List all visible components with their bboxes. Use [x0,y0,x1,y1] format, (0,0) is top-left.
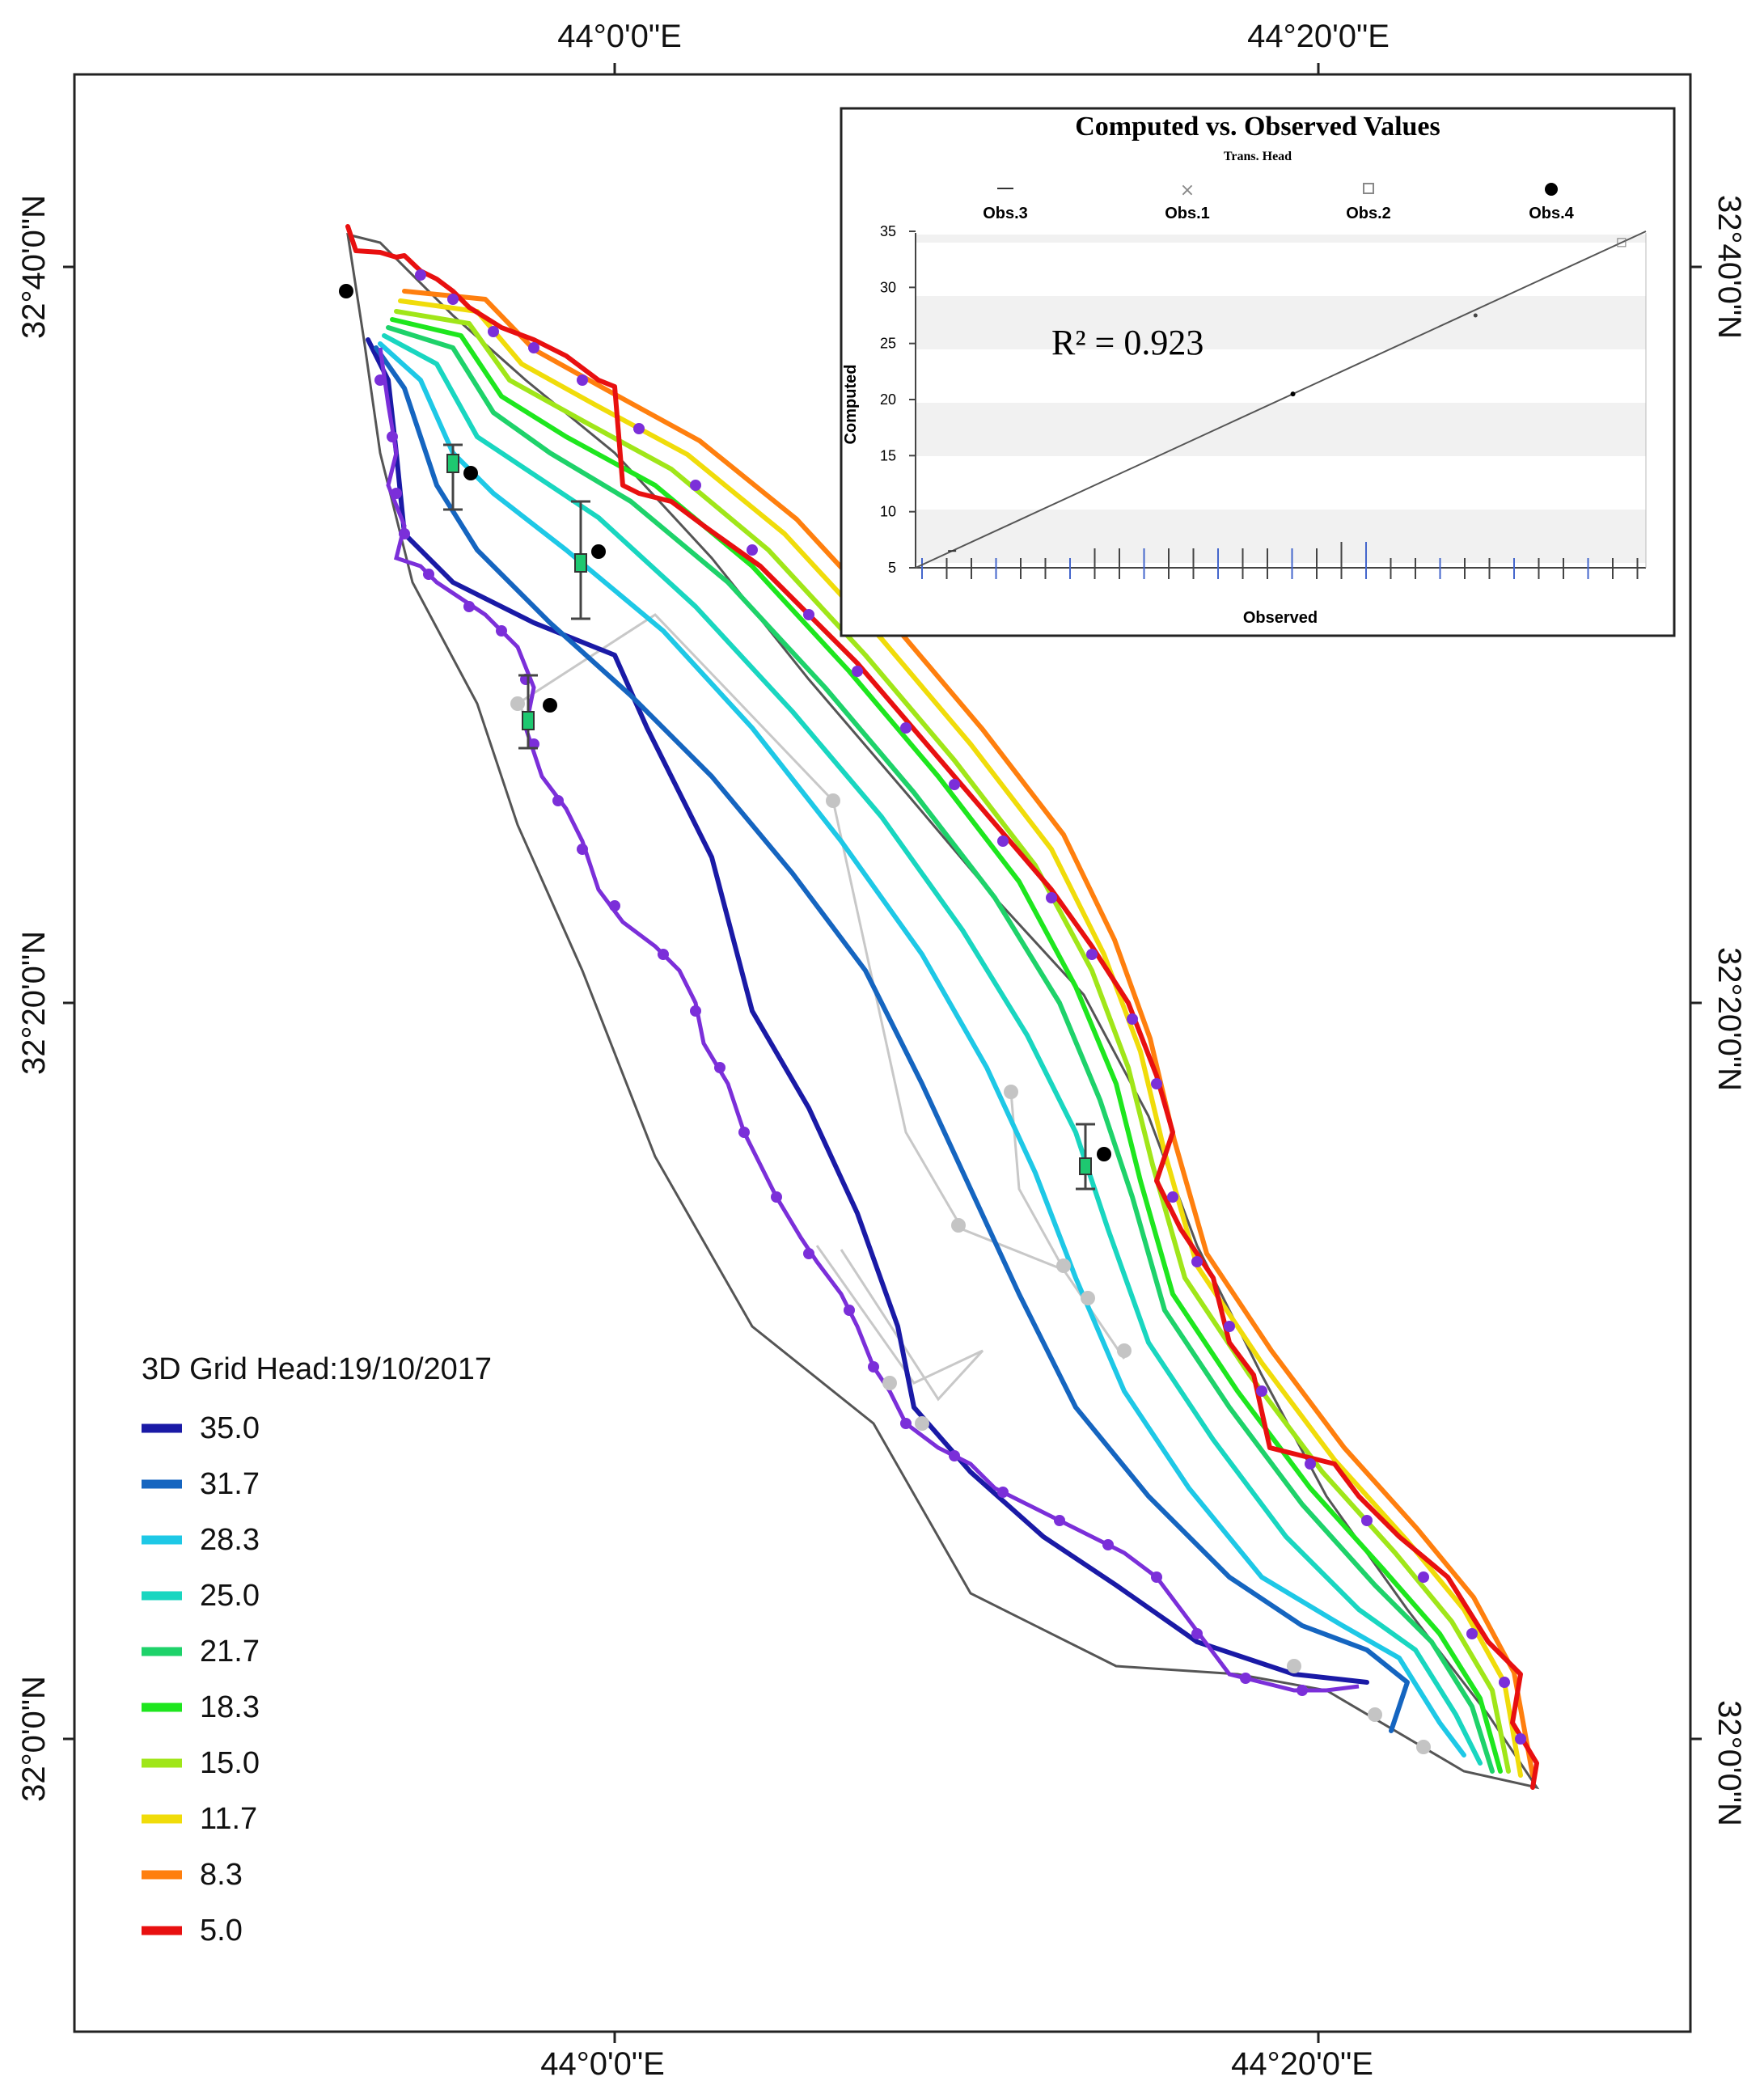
obs1-marker: × [1180,180,1195,201]
legend-value-35.0: 35.0 [200,1411,260,1445]
top-lon-label-1: 44°0'0"E [557,19,682,54]
contour-18.3 [390,317,1503,1774]
legend-value-5.0: 5.0 [200,1914,243,1948]
obs1-label: Obs.1 [1165,205,1210,222]
contour-31.7 [374,345,1410,1733]
top-lon-label-2: 44°20'0"E [1247,19,1390,54]
left-lat-label-2: 32°20'0"N [16,931,52,1075]
boundary-markers-west [378,347,1360,1693]
y-tick-label: 5 [888,560,896,576]
y-tick-label: 25 [880,336,896,352]
data-point-obs4 [1290,391,1296,397]
head-contours [345,224,1539,1790]
contour-8.3 [402,289,1535,1778]
inset-points [948,238,1627,552]
x-axis-label: Observed [1243,609,1318,627]
obs4-marker [1545,183,1558,196]
right-lat-label-1: 32°40'0"N [1711,195,1747,339]
legend-value-21.7: 21.7 [200,1635,260,1669]
inset-legend: Obs.3 × Obs.1 Obs.2 Obs.4 [983,180,1574,222]
y-tick-label: 15 [880,447,896,463]
contour-5.0 [345,224,1539,1790]
left-lat-label-3: 32°0'0"N [16,1676,52,1802]
contour-35.0 [366,337,1369,1685]
domain-outline [346,232,1540,1790]
y-axis-label: Computed [842,365,860,445]
map-frame [73,73,1692,2033]
right-lat-label-2: 32°20'0"N [1711,947,1747,1091]
legend-value-31.7: 31.7 [200,1467,260,1501]
legend-value-15.0: 15.0 [200,1746,260,1780]
inset-chart: Computed vs. Observed Values Trans. Head… [840,107,1676,637]
obs-well-2[interactable] [571,500,606,620]
y-tick-label: 30 [880,279,896,295]
legend-value-18.3: 18.3 [200,1690,260,1724]
y-axis-ticks: 35 30 25 20 15 10 5 [880,223,916,576]
obs3-label: Obs.3 [983,205,1028,222]
bottom-lon-label-2: 44°20'0"E [1231,2046,1373,2082]
one-to-one-line [915,231,1647,569]
left-lat-label-1: 32°40'0"N [16,195,52,339]
legend-value-11.7: 11.7 [200,1802,257,1836]
obs-well-3[interactable] [518,674,557,750]
observation-wells [339,284,1111,1191]
legend-value-25.0: 25.0 [200,1579,260,1613]
x-axis-ticks [921,542,1639,579]
right-lat-label-3: 32°0'0"N [1711,1700,1747,1826]
legend-title: 3D Grid Head:19/10/2017 [142,1352,492,1386]
graticule-ticks [63,63,1702,2043]
inset-subtitle: Trans. Head [1224,150,1292,163]
contour-legend: 3D Grid Head:19/10/2017 35.0 31.7 28.3 25.0… [142,1352,492,1948]
legend-value-8.3: 8.3 [200,1858,243,1892]
obs2-marker [1363,183,1374,194]
bottom-lon-label-1: 44°0'0"E [540,2046,665,2082]
obs2-label: Obs.2 [1346,205,1391,222]
data-point-obs2 [1617,238,1627,247]
contour-25.0 [382,333,1483,1766]
inset-title: Computed vs. Observed Values [1075,112,1440,142]
y-tick-label: 10 [880,504,896,520]
r-squared-label: R² = 0.923 [1051,323,1203,362]
inset-plot-area: 35 30 25 20 15 10 5 Computed Observed R² = 0.9… [842,223,1647,627]
contour-28.3 [378,341,1466,1757]
contour-21.7 [386,325,1495,1774]
grid-nodes [510,696,1431,1754]
obs-well-1[interactable] [443,443,478,511]
y-tick-label: 35 [880,223,896,239]
obs4-label: Obs.4 [1529,205,1574,222]
legend-value-28.3: 28.3 [200,1523,260,1557]
contour-15.0 [394,309,1511,1774]
y-tick-label: 20 [880,391,896,408]
boundary-marker-dots-east [415,269,1526,1745]
data-point-obs1 [1473,313,1478,318]
obs-well-4[interactable] [1076,1123,1111,1191]
model-grid-lines [516,613,1126,1402]
obs-well-5[interactable] [339,284,353,298]
